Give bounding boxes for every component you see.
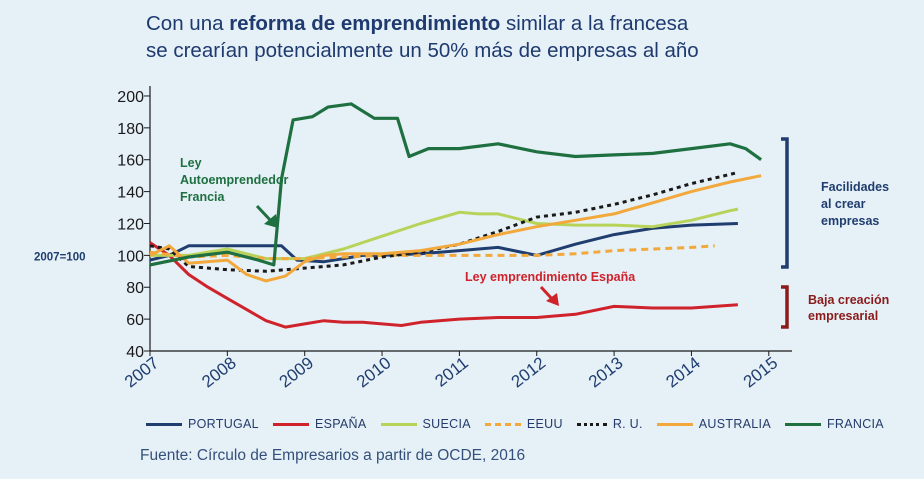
chart-legend: PORTUGAL ESPAÑA SUECIA EEUU R. U. AUSTRALIA FR…: [146, 417, 898, 431]
legend-swatch: [656, 422, 693, 426]
legend-swatch: [784, 422, 821, 426]
x-tick-label: 2011: [431, 353, 472, 390]
x-tick-label: 2015: [740, 353, 782, 391]
y-tick-label: 160: [117, 153, 144, 170]
legend-label: FRANCIA: [826, 417, 884, 431]
y-tick-label: 180: [117, 121, 144, 138]
legend-item: AUSTRALIA: [656, 417, 771, 431]
facilidades-label: al crear: [821, 197, 866, 211]
espana-law-annotation: Ley emprendimiento España: [465, 270, 636, 284]
legend-swatch: [576, 422, 607, 426]
facilidades-bracket: [781, 137, 789, 269]
francia-arrow-head: [264, 214, 278, 228]
francia-law-annotation: Francia: [180, 190, 226, 204]
baja-label: empresarial: [808, 309, 878, 323]
title-line2: se crearían potencialmente un 50% más de…: [146, 39, 699, 62]
y-tick-label: 60: [126, 312, 144, 329]
legend-swatch: [484, 422, 521, 426]
legend-label: EEUU: [526, 417, 563, 431]
legend-label: PORTUGAL: [188, 417, 259, 431]
chart-title: Con una reforma de emprendimiento simila…: [146, 10, 906, 64]
y-tick-label: 100: [117, 248, 144, 265]
francia-law-annotation: Ley: [180, 156, 202, 170]
series-line-australia: [149, 174, 762, 283]
espana-arrow-head: [546, 293, 559, 306]
title-suffix: similar a la francesa: [500, 12, 689, 35]
y-tick-label: 140: [117, 185, 144, 202]
francia-law-annotation: Autoemprendedor: [180, 173, 288, 187]
francia-arrow-shaft: [255, 204, 274, 224]
series-line-portugal: [149, 222, 738, 264]
baja-label: Baja creación: [808, 293, 889, 307]
x-tick-label: 2014: [662, 353, 704, 391]
source-note: Fuente: Círculo de Empresarios a partir …: [140, 447, 526, 464]
x-tick-label: 2010: [353, 353, 395, 391]
x-tick-label: 2008: [198, 353, 240, 391]
base-label: 2007=100: [34, 251, 86, 263]
legend-label: ESPAÑA: [314, 417, 367, 431]
x-tick-label: 2013: [585, 353, 627, 391]
legend-swatch: [272, 422, 309, 426]
legend-label: R. U.: [612, 417, 643, 431]
legend-label: AUSTRALIA: [698, 417, 771, 431]
title-prefix: Con una: [146, 12, 230, 35]
y-tick-label: 80: [126, 280, 144, 297]
series-line-francia: [149, 102, 763, 267]
legend-item: FRANCIA: [784, 417, 884, 431]
legend-item: ESPAÑA: [272, 417, 367, 431]
legend-item: SUECIA: [380, 417, 471, 431]
x-tick-label: 2012: [508, 353, 550, 391]
y-tick-label: 200: [117, 89, 144, 106]
baja-bracket: [781, 285, 789, 329]
title-bold: reforma de emprendimiento: [229, 12, 501, 35]
y-tick-label: 120: [117, 216, 144, 233]
legend-item: PORTUGAL: [146, 417, 259, 431]
facilidades-label: empresas: [821, 214, 879, 228]
x-tick-label: 2009: [276, 353, 318, 391]
legend-item: R. U.: [576, 417, 643, 431]
legend-swatch: [380, 422, 417, 426]
series-line-españa: [149, 241, 739, 329]
legend-swatch: [146, 422, 182, 426]
legend-label: SUECIA: [422, 417, 471, 431]
legend-item: EEUU: [484, 417, 563, 431]
y-tick-label: 40: [126, 344, 144, 361]
facilidades-label: Facilidades: [821, 180, 889, 194]
